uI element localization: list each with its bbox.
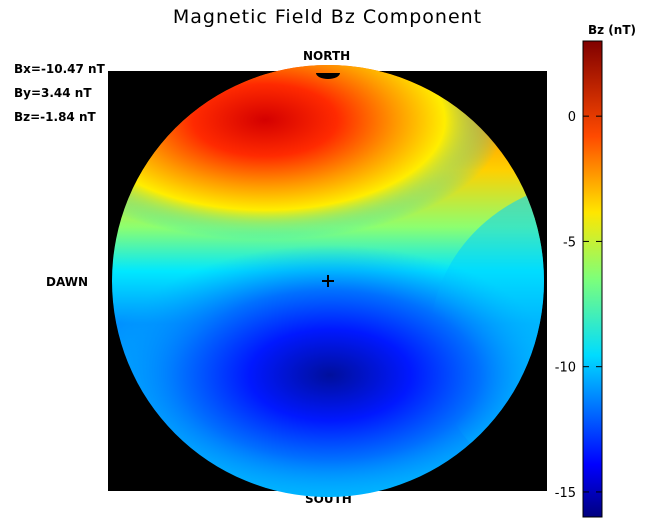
colorbar-tick-label: 0 — [568, 110, 576, 125]
colorbar — [583, 41, 602, 517]
colorbar-tick-label: -15 — [555, 486, 576, 501]
colorbar-tick-label: -10 — [555, 361, 576, 376]
colorbar-tick-label: -5 — [563, 235, 576, 250]
